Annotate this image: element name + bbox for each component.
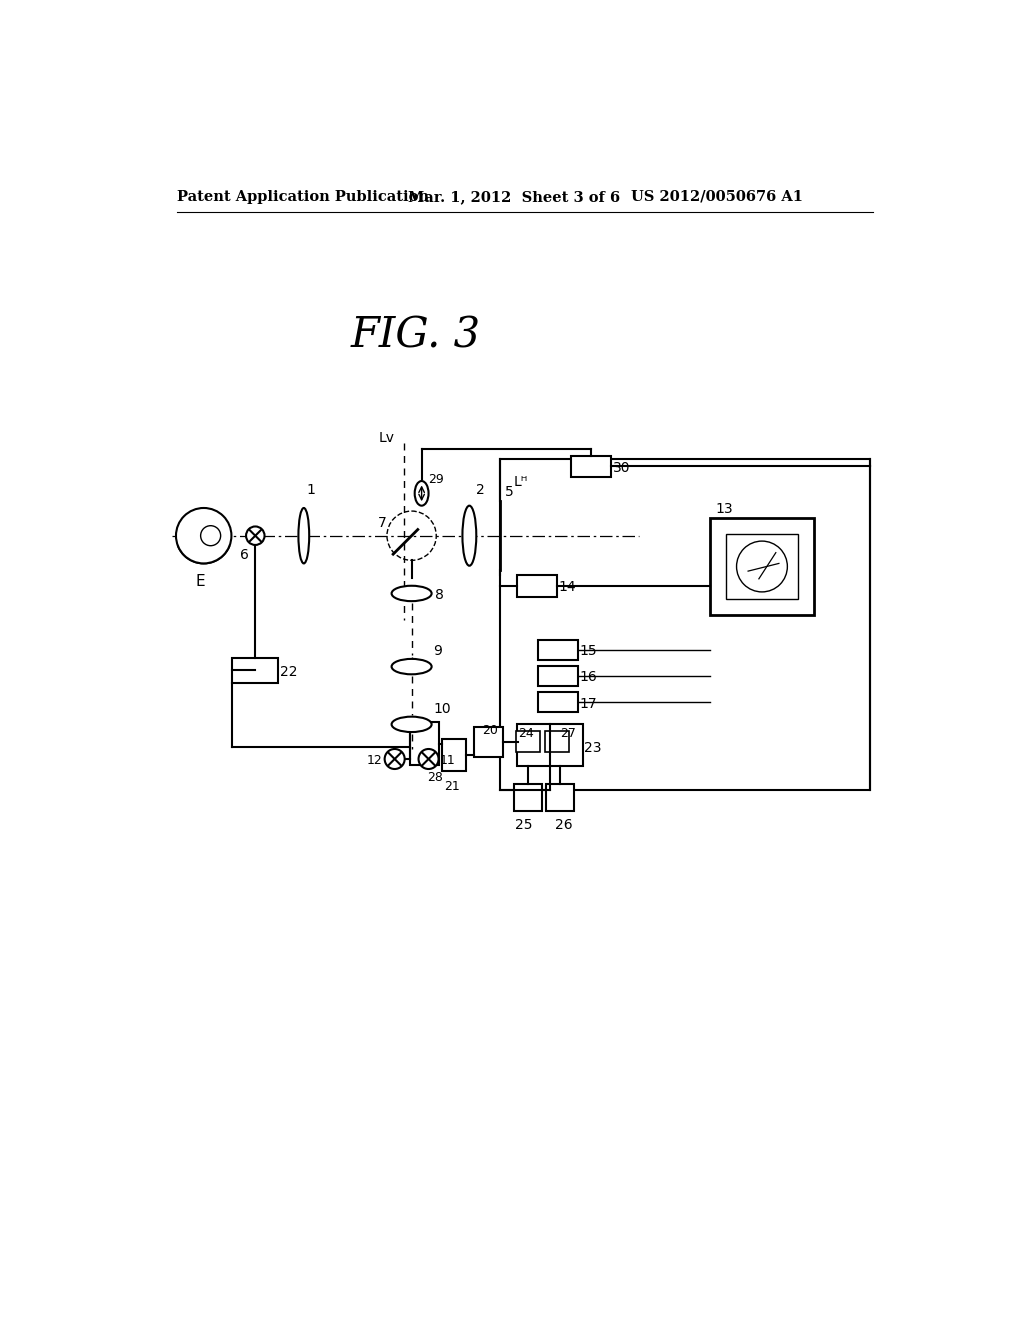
Text: 7: 7 [378, 516, 387, 531]
Text: 30: 30 [612, 461, 630, 475]
Text: 24: 24 [518, 727, 535, 741]
Bar [410, 722, 439, 764]
Text: Patent Application Publication: Patent Application Publication [177, 190, 429, 203]
Bar [474, 727, 503, 756]
Text: 27: 27 [560, 727, 577, 741]
Text: 5: 5 [505, 484, 513, 499]
Bar [710, 519, 814, 615]
Ellipse shape [415, 480, 429, 506]
Bar [726, 535, 798, 599]
Text: 20: 20 [482, 723, 498, 737]
Circle shape [176, 508, 231, 564]
Text: 9: 9 [433, 644, 442, 659]
Text: 12: 12 [367, 754, 382, 767]
Text: 14: 14 [559, 581, 577, 594]
Text: 11: 11 [439, 754, 455, 767]
Bar [514, 784, 542, 812]
Text: 29: 29 [428, 473, 443, 486]
Text: 21: 21 [444, 780, 461, 793]
Ellipse shape [298, 508, 309, 564]
Bar [538, 640, 578, 660]
Text: 15: 15 [580, 644, 597, 659]
Text: Lv: Lv [379, 430, 395, 445]
Text: Mar. 1, 2012  Sheet 3 of 6: Mar. 1, 2012 Sheet 3 of 6 [408, 190, 620, 203]
Text: 13: 13 [716, 502, 733, 516]
Bar [545, 730, 569, 752]
Ellipse shape [391, 659, 432, 675]
Bar [500, 459, 869, 789]
Text: 23: 23 [584, 742, 601, 755]
Ellipse shape [391, 717, 432, 733]
Text: 28: 28 [427, 771, 443, 784]
Text: 25: 25 [515, 817, 532, 832]
Text: 16: 16 [580, 671, 597, 684]
Text: 10: 10 [433, 702, 451, 715]
Text: 2: 2 [475, 483, 484, 498]
Text: 6: 6 [240, 548, 249, 562]
Text: US 2012/0050676 A1: US 2012/0050676 A1 [631, 190, 803, 203]
Circle shape [385, 748, 404, 770]
Bar [538, 692, 578, 711]
Bar [538, 665, 578, 686]
Circle shape [736, 541, 787, 591]
Bar [232, 659, 279, 682]
Text: Lᴴ: Lᴴ [514, 475, 528, 490]
Text: E: E [195, 574, 205, 589]
Text: 1: 1 [307, 483, 315, 498]
Circle shape [419, 748, 438, 770]
Bar [442, 739, 466, 771]
Bar [517, 576, 557, 597]
Text: 22: 22 [280, 665, 297, 678]
Bar [571, 455, 611, 478]
Bar [517, 723, 583, 767]
Ellipse shape [463, 506, 476, 566]
Text: 8: 8 [435, 587, 443, 602]
Bar [515, 730, 541, 752]
Circle shape [246, 527, 264, 545]
Text: FIG. 3: FIG. 3 [350, 314, 480, 356]
Text: 17: 17 [580, 697, 597, 710]
Ellipse shape [391, 586, 432, 601]
Text: 26: 26 [555, 817, 572, 832]
Bar [547, 784, 574, 812]
Circle shape [201, 525, 220, 545]
